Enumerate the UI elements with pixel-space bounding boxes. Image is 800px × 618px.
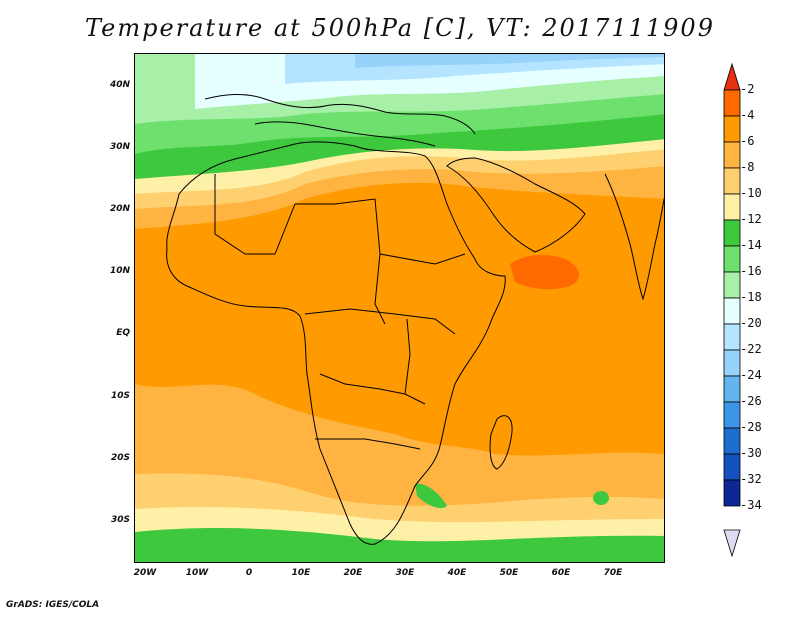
lon-label-60e: 60E [551,568,571,578]
lat-label-30s: 30S [110,515,130,525]
lat-label-10n: 10N [109,266,130,276]
colorbar-label-minus24: -24 [740,368,762,382]
border-central-south [319,373,426,405]
colorbar-box [723,375,741,403]
colorbar-box [723,219,741,247]
border-west-sahara [214,174,296,255]
lat-label-30n: 30N [109,142,130,152]
colorbar-label-minus4: -4 [740,108,755,122]
colorbar-box [723,115,741,143]
mediterranean-north-coast [204,94,476,135]
border-sudan [379,253,466,265]
map-title: Temperature at 500hPa [C], VT: 201711190… [85,14,715,42]
colorbar-bottom-arrow [723,529,741,558]
colorbar-label-minus32: -32 [740,472,762,486]
colorbar-box [723,453,741,481]
map-panel [134,53,665,563]
field-minus14-south [135,528,664,562]
colorbar [723,62,741,558]
colorbar-box [723,167,741,195]
colorbar-box [723,401,741,429]
coastlines [166,94,664,545]
lon-label-10w: 10W [185,568,209,578]
lon-label-0: 0 [245,568,253,578]
colorbar-box [723,349,741,377]
colorbar-label-minus8: -8 [740,160,755,174]
field-minus14-cell [593,491,609,505]
lon-label-30e: 30E [395,568,415,578]
colorbar-box [723,271,741,299]
field-minus14-coast [415,483,447,509]
colorbar-box [723,427,741,455]
colorbar-label-minus16: -16 [740,264,762,278]
colorbar-box [723,89,741,117]
africa-coastline [166,141,506,545]
colorbar-label-minus30: -30 [740,446,762,460]
temperature-map [135,54,664,562]
colorbar-box [723,193,741,221]
arabia-coastline [446,157,586,253]
colorbar-box [723,479,741,507]
colorbar-label-minus34: -34 [740,498,762,512]
colorbar-label-minus12: -12 [740,212,762,226]
colorbar-label-minus10: -10 [740,186,762,200]
colorbar-label-minus28: -28 [740,420,762,434]
colorbar-top-arrow [723,62,741,91]
lon-label-20w: 20W [133,568,157,578]
colorbar-label-minus26: -26 [740,394,762,408]
colorbar-box [723,141,741,169]
colorbar-box [723,245,741,273]
colorbar-box [723,323,741,351]
india-coastline [604,173,664,301]
lon-label-20e: 20E [343,568,363,578]
lon-label-50e: 50E [499,568,519,578]
lat-label-eq: EQ [116,328,130,338]
mediterranean-south-coast [254,121,436,147]
colorbar-label-minus20: -20 [740,316,762,330]
colorbar-boxes [723,89,741,507]
lon-label-40e: 40E [447,568,467,578]
colorbar-label-minus2: -2 [740,82,755,96]
lat-label-20n: 20N [109,204,130,214]
lat-label-20s: 20S [110,453,130,463]
lat-label-40n: 40N [109,80,130,90]
colorbar-label-minus6: -6 [740,134,755,148]
field-minus24 [355,54,664,68]
lat-label-10s: 10S [110,391,130,401]
border-great-lakes [404,318,411,395]
colorbar-label-minus22: -22 [740,342,762,356]
grads-credit: GrADS: IGES/COLA [6,600,100,610]
field-minus4-patch [510,254,580,290]
border-southern [315,438,421,450]
lon-label-70e: 70E [603,568,623,578]
lon-label-10e: 10E [291,568,311,578]
border-central-east [304,308,456,335]
madagascar-coastline [489,415,513,470]
colorbar-box [723,297,741,325]
colorbar-label-minus18: -18 [740,290,762,304]
border-central-north [295,198,386,325]
colorbar-label-minus14: -14 [740,238,762,252]
